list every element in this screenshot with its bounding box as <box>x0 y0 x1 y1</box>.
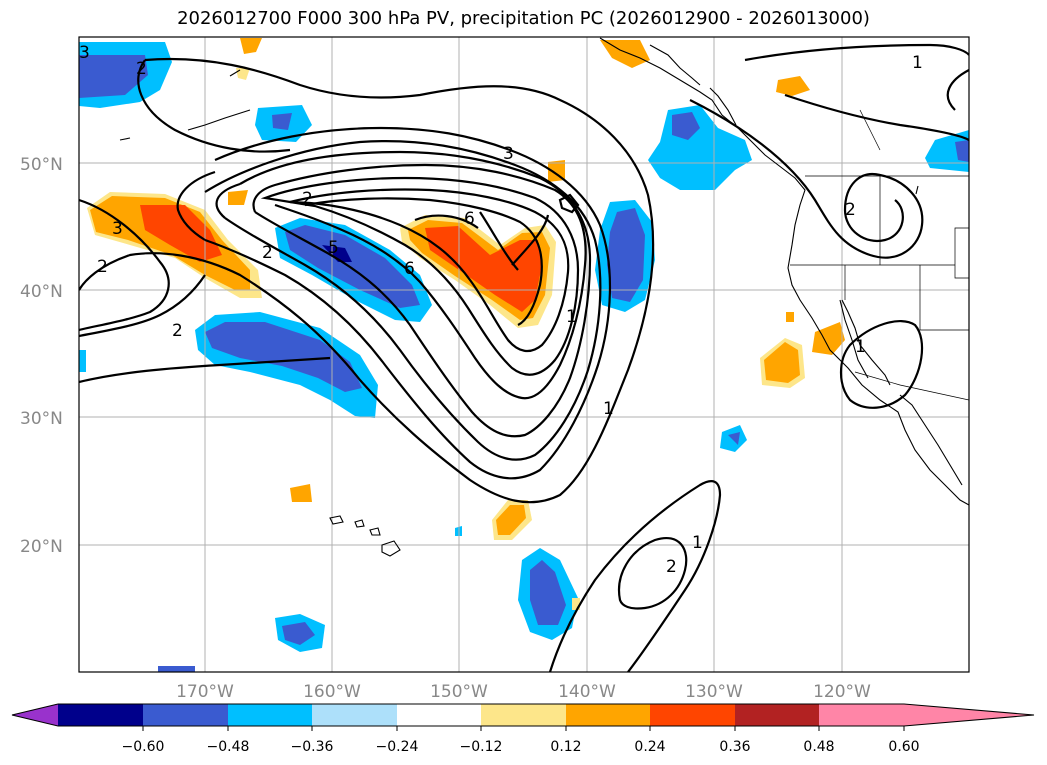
pv-label: 1 <box>855 337 866 357</box>
coastlines <box>119 37 969 557</box>
colorbar-label: 0.12 <box>550 739 581 755</box>
map-area: 3 2 3 2 3 2 5 6 6 1 1 2 1 1 2 1 2 2 <box>79 37 969 672</box>
pv-label: 2 <box>97 257 108 277</box>
lon-label: 120°W <box>813 682 871 702</box>
colorbar-segment <box>650 704 735 726</box>
pv-label: 2 <box>172 321 183 341</box>
colorbar-segment <box>735 704 819 726</box>
pos-anomaly-top-1 <box>240 38 262 54</box>
colorbar-ticks <box>142 726 905 731</box>
pv-label: 6 <box>464 209 475 229</box>
pv-label: 3 <box>79 43 90 63</box>
lat-label: 30°N <box>20 409 63 429</box>
lon-label: 140°W <box>558 682 616 702</box>
pv-label: 3 <box>503 144 514 164</box>
colorbar-extend-max <box>904 704 1034 726</box>
colorbar-label: −0.60 <box>122 739 165 755</box>
colorbar-label: 0.24 <box>634 739 665 755</box>
baja-peninsula <box>841 299 891 386</box>
pv-contour-2 <box>79 198 170 332</box>
gridlines <box>79 37 969 672</box>
pv-label: 1 <box>603 399 614 419</box>
colorbar-label: 0.36 <box>719 739 750 755</box>
pv-contours <box>79 43 969 672</box>
lon-label: 170°W <box>176 682 234 702</box>
lon-label: 160°W <box>303 682 361 702</box>
colorbar-label: −0.12 <box>460 739 503 755</box>
colorbar-label: −0.36 <box>291 739 334 755</box>
lon-label: 150°W <box>430 682 488 702</box>
map-frame <box>78 36 970 673</box>
colorbar: −0.60 −0.48 −0.36 −0.24 −0.12 0.12 0.24 … <box>11 703 1035 755</box>
pv-label: 1 <box>566 307 577 327</box>
pv-label: 2 <box>136 59 147 79</box>
pv-label: 5 <box>328 238 339 258</box>
pv-contour-south <box>548 480 722 672</box>
pos-anomaly-north <box>600 40 650 68</box>
colorbar-segment <box>397 704 481 726</box>
pv-label: 2 <box>302 189 313 209</box>
pv-label: 3 <box>112 219 123 239</box>
colorbar-label: −0.48 <box>207 739 250 755</box>
colorbar-segment <box>143 704 228 726</box>
lat-label: 20°N <box>20 537 63 557</box>
colorbar-extend-min <box>12 704 58 726</box>
colorbar-segment <box>228 704 312 726</box>
lat-label: 50°N <box>20 155 63 175</box>
colorbar-segment <box>58 704 143 726</box>
colorbar-label: 0.60 <box>888 739 919 755</box>
colorbar-label: 0.48 <box>803 739 834 755</box>
colorbar-segment <box>312 704 397 726</box>
coastline-north-america <box>599 37 969 506</box>
pv-label: 6 <box>404 259 415 279</box>
pv-label: 2 <box>845 200 856 220</box>
lat-labels: 50°N 40°N 30°N 20°N <box>20 155 63 557</box>
pv-label: 2 <box>666 557 677 577</box>
colorbar-segment <box>566 704 650 726</box>
pv-label: 1 <box>692 533 703 553</box>
hawaii-islands <box>329 515 344 525</box>
colorbar-label: −0.24 <box>376 739 419 755</box>
pv-label: 2 <box>262 243 273 263</box>
map-title: 2026012700 F000 300 hPa PV, precipitatio… <box>177 8 870 29</box>
colorbar-segment <box>819 704 904 726</box>
pv-contour-labels: 3 2 3 2 3 2 5 6 6 1 1 2 1 1 2 1 2 2 <box>79 43 923 577</box>
pv-contour-1-outer <box>79 57 655 504</box>
neg-anomaly-northeast <box>648 105 752 190</box>
lon-label: 130°W <box>685 682 743 702</box>
pv-label: 1 <box>912 53 923 73</box>
lat-label: 40°N <box>20 282 63 302</box>
lon-labels: 170°W 160°W 150°W 140°W 130°W 120°W <box>176 682 871 702</box>
colorbar-segment <box>481 704 566 726</box>
